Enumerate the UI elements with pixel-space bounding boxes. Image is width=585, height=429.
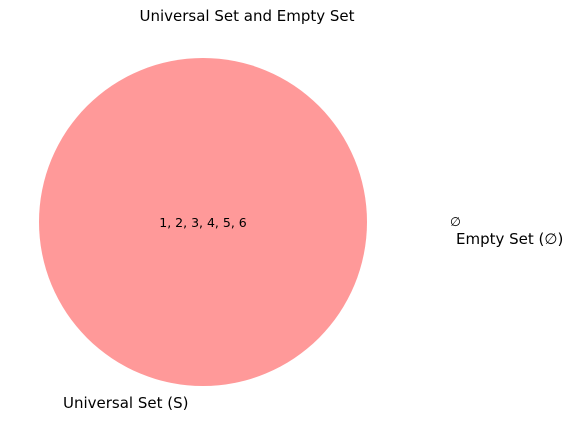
empty-set-symbol: ∅ (450, 214, 461, 229)
diagram-title: Universal Set and Empty Set (139, 7, 354, 25)
universal-set-label: Universal Set (S) (63, 394, 189, 412)
universal-set-circle (39, 58, 367, 386)
empty-set-label: Empty Set (∅) (456, 230, 563, 248)
universal-set-elements: 1, 2, 3, 4, 5, 6 (159, 215, 246, 230)
